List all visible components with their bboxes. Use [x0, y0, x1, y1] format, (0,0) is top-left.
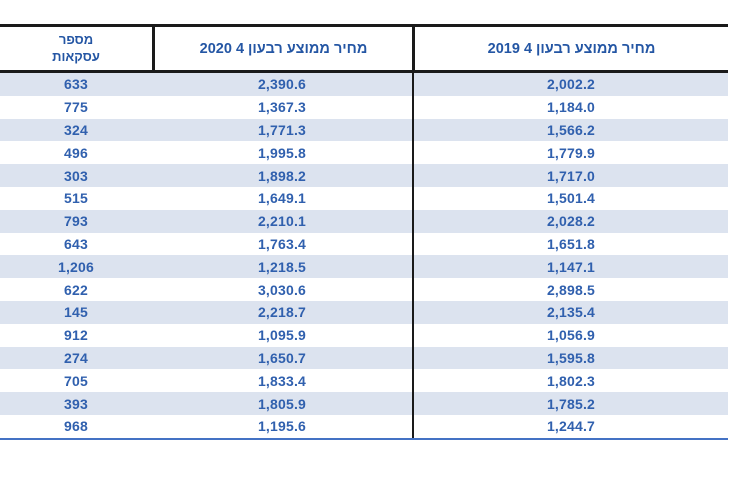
cell-avg-price-q4-2020: 1,095.9 — [257, 327, 307, 344]
cell-avg-price-q4-2019: 1,244.7 — [412, 414, 728, 438]
table-row: 633 2,390.6 2,002.2 — [0, 73, 728, 96]
cell-transactions-count: 968 — [64, 418, 88, 435]
cell-transactions-count: 303 — [64, 167, 88, 184]
cell-avg-price-q4-2019: 2,002.2 — [412, 73, 728, 96]
cell-avg-price-q4-2020: 1,763.4 — [257, 235, 307, 252]
cell-avg-price-q4-2019: 1,717.0 — [412, 164, 728, 187]
cell-avg-price-q4-2019: 1,501.4 — [412, 186, 728, 210]
cell-avg-price-q4-2020: 3,030.6 — [257, 281, 307, 298]
table-row: 515 1,649.1 1,501.4 — [0, 186, 728, 210]
cell-transactions-count: 1,206 — [57, 258, 95, 275]
header-avg-price-q4-2020: מחיר ממוצע רבעון 4 2020 — [152, 27, 412, 70]
cell-transactions-count: 912 — [64, 327, 88, 344]
table-header-row: מספר עסקאות מחיר ממוצע רבעון 4 2020 מחיר… — [0, 24, 728, 73]
table-row: 622 3,030.6 2,898.5 — [0, 278, 728, 301]
cell-transactions-count: 145 — [64, 304, 88, 321]
cell-avg-price-q4-2020: 2,210.1 — [257, 213, 307, 230]
cell-avg-price-q4-2020: 1,367.3 — [257, 99, 307, 116]
table-row: 496 1,995.8 1,779.9 — [0, 141, 728, 165]
cell-transactions-count: 775 — [64, 99, 88, 116]
table-row: 303 1,898.2 1,717.0 — [0, 164, 728, 187]
cell-avg-price-q4-2019: 1,056.9 — [412, 323, 728, 347]
cell-avg-price-q4-2019: 1,785.2 — [412, 392, 728, 415]
table-row: 274 1,650.7 1,595.8 — [0, 346, 728, 370]
cell-avg-price-q4-2019: 1,802.3 — [412, 369, 728, 393]
cell-avg-price-q4-2020: 1,650.7 — [257, 349, 307, 366]
cell-transactions-count: 496 — [64, 144, 88, 161]
cell-transactions-count: 515 — [64, 190, 88, 207]
table-row: 968 1,195.6 1,244.7 — [0, 414, 728, 438]
table-row: 1,206 1,218.5 1,147.1 — [0, 255, 728, 279]
cell-transactions-count: 705 — [64, 372, 88, 389]
cell-avg-price-q4-2019: 1,595.8 — [412, 346, 728, 370]
table-row: 705 1,833.4 1,802.3 — [0, 369, 728, 393]
cell-avg-price-q4-2019: 2,898.5 — [412, 278, 728, 301]
cell-avg-price-q4-2020: 1,771.3 — [257, 121, 307, 138]
cell-avg-price-q4-2020: 1,649.1 — [257, 190, 307, 207]
table-row: 643 1,763.4 1,651.8 — [0, 232, 728, 256]
cell-avg-price-q4-2019: 2,135.4 — [412, 300, 728, 324]
cell-avg-price-q4-2020: 1,195.6 — [257, 418, 307, 435]
table-row: 912 1,095.9 1,056.9 — [0, 323, 728, 347]
cell-transactions-count: 633 — [64, 76, 88, 93]
header-transactions-count: מספר עסקאות — [52, 31, 100, 64]
cell-transactions-count: 274 — [64, 349, 88, 366]
cell-avg-price-q4-2019: 1,184.0 — [412, 95, 728, 119]
cell-avg-price-q4-2019: 2,028.2 — [412, 209, 728, 233]
cell-transactions-count: 793 — [64, 213, 88, 230]
cell-transactions-count: 643 — [64, 235, 88, 252]
cell-transactions-count: 324 — [64, 121, 88, 138]
cell-transactions-count: 393 — [64, 395, 88, 412]
table-row: 775 1,367.3 1,184.0 — [0, 95, 728, 119]
price-comparison-table: מספר עסקאות מחיר ממוצע רבעון 4 2020 מחיר… — [0, 24, 728, 440]
table-row: 793 2,210.1 2,028.2 — [0, 209, 728, 233]
cell-avg-price-q4-2020: 1,898.2 — [257, 167, 307, 184]
cell-avg-price-q4-2019: 1,147.1 — [412, 255, 728, 279]
cell-avg-price-q4-2020: 1,995.8 — [257, 144, 307, 161]
cell-avg-price-q4-2020: 2,390.6 — [257, 76, 307, 93]
table-row: 393 1,805.9 1,785.2 — [0, 392, 728, 415]
table-row: 145 2,218.7 2,135.4 — [0, 300, 728, 324]
cell-avg-price-q4-2020: 2,218.7 — [257, 304, 307, 321]
table-body: 633 2,390.6 2,002.2 775 1,367.3 1,184.0 … — [0, 73, 728, 440]
cell-avg-price-q4-2020: 1,805.9 — [257, 395, 307, 412]
table-row: 324 1,771.3 1,566.2 — [0, 118, 728, 142]
header-avg-price-q4-2019: מחיר ממוצע רבעון 4 2019 — [412, 27, 728, 70]
cell-avg-price-q4-2020: 1,218.5 — [257, 258, 307, 275]
cell-avg-price-q4-2019: 1,651.8 — [412, 232, 728, 256]
cell-avg-price-q4-2019: 1,566.2 — [412, 118, 728, 142]
cell-transactions-count: 622 — [64, 281, 88, 298]
cell-avg-price-q4-2020: 1,833.4 — [257, 372, 307, 389]
cell-avg-price-q4-2019: 1,779.9 — [412, 141, 728, 165]
